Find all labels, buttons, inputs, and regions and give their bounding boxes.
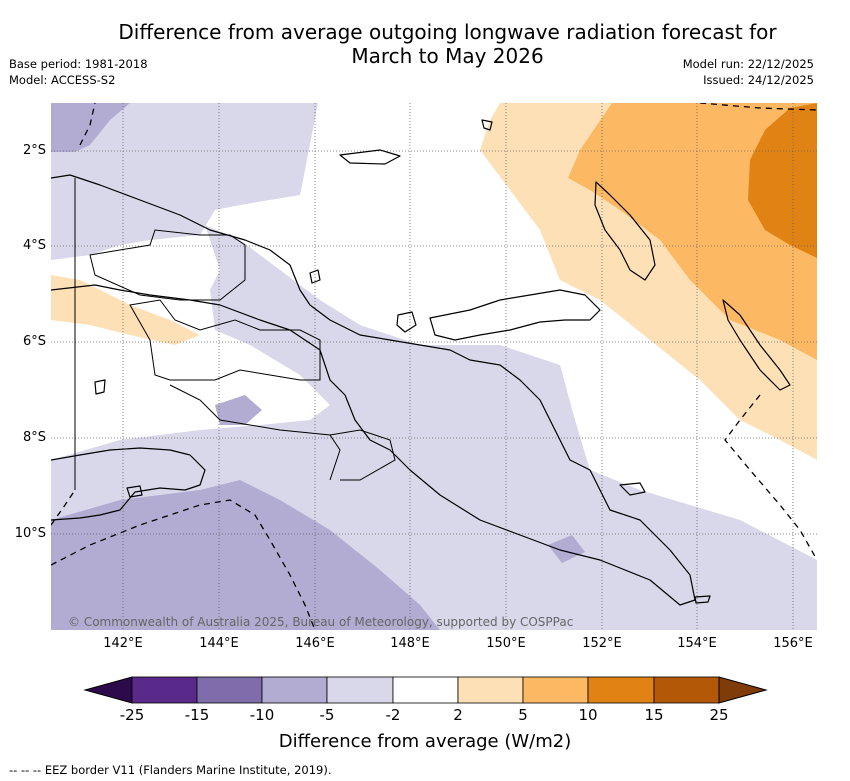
eez-west-south <box>51 489 76 526</box>
issued-date: Issued: 24/12/2025 <box>703 73 814 87</box>
title-line-2: March to May 2026 <box>351 44 544 68</box>
coast-island-f <box>94 379 106 395</box>
colorbar-bin-1 <box>131 676 198 704</box>
metadata-left: Base period: 1981-2018 Model: ACCESS-S2 <box>9 56 148 88</box>
border-province-d <box>329 429 396 481</box>
colorbar-tick: -2 <box>385 706 401 724</box>
title-line-1: Difference from average outgoing longwav… <box>118 20 777 44</box>
coastlines <box>51 119 791 606</box>
coast-island-a <box>396 311 417 333</box>
lat-label-2s: 2°S <box>22 143 46 158</box>
colorbar-tick: 10 <box>578 706 598 724</box>
colorbar-bin-7 <box>522 676 589 704</box>
coast-manus <box>339 149 401 165</box>
lat-label-8s: 8°S <box>22 430 46 445</box>
lat-label-4s: 4°S <box>22 238 46 253</box>
eez-footnote: -- -- -- EEZ border V11 (Flanders Marine… <box>9 763 332 777</box>
metadata-right: Model run: 22/12/2025 Issued: 24/12/2025 <box>683 56 814 88</box>
base-period: Base period: 1981-2018 <box>9 57 148 71</box>
lat-label-6s: 6°S <box>22 334 46 349</box>
colorbar-bin-4 <box>326 676 394 704</box>
border-province-b <box>129 299 321 381</box>
contour-light-lavender-north <box>51 103 318 260</box>
model-run: Model run: 22/12/2025 <box>682 57 814 71</box>
contour-lavender-islands <box>548 535 585 563</box>
coast-island-d <box>619 482 646 496</box>
colorbar-label: Difference from average (W/m2) <box>278 731 572 752</box>
colorbar-extend-high <box>718 676 768 704</box>
colorbar <box>83 676 768 704</box>
coast-island-c <box>481 119 493 131</box>
coast-island-e <box>694 595 711 604</box>
lon-label-146e: 146°E <box>295 636 335 651</box>
colorbar-extend-low <box>83 676 133 704</box>
eez-west-north <box>79 103 96 146</box>
contour-lavender-nw <box>51 103 130 152</box>
map-title: Difference from average outgoing longwav… <box>40 20 850 68</box>
colorbar-bin-5 <box>392 676 459 704</box>
colorbar-tick: 5 <box>518 706 528 724</box>
coast-island-b <box>309 269 321 284</box>
model-name: Model: ACCESS-S2 <box>9 73 116 87</box>
lon-label-150e: 150°E <box>486 636 526 651</box>
contour-lavender-png <box>215 395 262 425</box>
colorbar-tick: 2 <box>453 706 463 724</box>
colorbar-bin-3 <box>261 676 328 704</box>
colorbar-tick: -15 <box>184 706 210 724</box>
colorbar-tick: -10 <box>249 706 275 724</box>
border-province-c <box>169 384 341 481</box>
colorbar-bin-6 <box>457 676 524 704</box>
eez-south <box>51 499 316 630</box>
coast-island-g <box>126 485 143 498</box>
lon-label-156e: 156°E <box>773 636 813 651</box>
contour-peach-west <box>51 275 200 345</box>
contour-dark-orange <box>748 103 817 258</box>
lon-label-154e: 154°E <box>677 636 717 651</box>
colorbar-tick: -5 <box>319 706 335 724</box>
colorbar-bin-9 <box>653 676 720 704</box>
coast-new-ireland <box>594 181 656 281</box>
lon-label-142e: 142°E <box>103 636 143 651</box>
colorbar-tick: 15 <box>644 706 664 724</box>
coast-new-guinea <box>51 174 696 606</box>
lon-label-148e: 148°E <box>390 636 430 651</box>
coast-new-britain <box>429 289 601 341</box>
border-province-a <box>89 229 246 301</box>
country-borders <box>74 178 396 490</box>
graticule <box>51 103 817 630</box>
colorbar-bin-2 <box>196 676 263 704</box>
eez-borders <box>51 103 817 630</box>
colorbar-tick: -25 <box>119 706 145 724</box>
coast-bougainville <box>722 299 791 391</box>
eez-northeast <box>699 103 817 111</box>
map-panel: © Commonwealth of Australia 2025, Bureau… <box>51 103 817 630</box>
colorbar-bin-8 <box>587 676 655 704</box>
lon-label-152e: 152°E <box>582 636 622 651</box>
colorbar-tick: 25 <box>709 706 729 724</box>
contour-lavender-sw <box>51 480 440 630</box>
coast-south <box>51 447 206 521</box>
lon-label-144e: 144°E <box>199 636 239 651</box>
lat-label-10s: 10°S <box>14 526 46 541</box>
copyright-notice: © Commonwealth of Australia 2025, Bureau… <box>68 615 573 629</box>
